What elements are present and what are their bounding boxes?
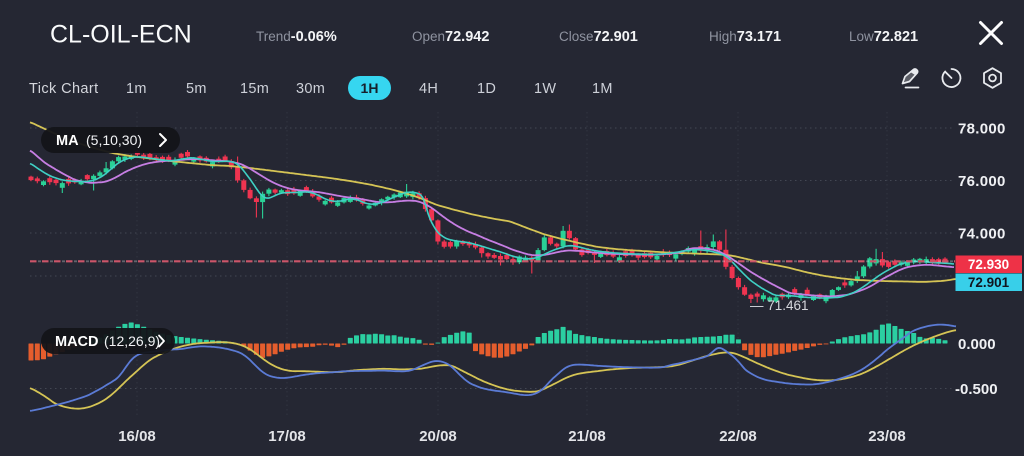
svg-text:22/08: 22/08 [719, 428, 757, 445]
svg-text:(5,10,30): (5,10,30) [86, 132, 142, 148]
svg-text:1W: 1W [534, 81, 556, 97]
svg-text:Open72.942: Open72.942 [412, 29, 489, 45]
svg-text:MA: MA [56, 133, 79, 149]
svg-text:0.000: 0.000 [958, 336, 996, 353]
svg-text:1D: 1D [477, 81, 496, 97]
svg-text:— 71.461: — 71.461 [750, 298, 809, 313]
svg-text:15m: 15m [240, 81, 269, 97]
svg-text:Close72.901: Close72.901 [559, 29, 638, 45]
svg-text:Trend-0.06%: Trend-0.06% [256, 29, 337, 45]
svg-text:76.000: 76.000 [958, 173, 1006, 190]
svg-text:72.930: 72.930 [968, 257, 1009, 272]
svg-text:30m: 30m [296, 81, 325, 97]
svg-text:5m: 5m [186, 81, 207, 97]
svg-text:78.000: 78.000 [958, 121, 1006, 138]
svg-text:21/08: 21/08 [568, 428, 606, 445]
svg-text:High73.171: High73.171 [709, 29, 781, 45]
svg-text:Tick Chart: Tick Chart [29, 81, 99, 97]
svg-text:4H: 4H [419, 81, 438, 97]
svg-text:72.901: 72.901 [968, 275, 1010, 290]
svg-text:CL-OIL-ECN: CL-OIL-ECN [50, 21, 192, 49]
svg-text:16/08: 16/08 [118, 428, 156, 445]
svg-text:MACD: MACD [55, 334, 99, 350]
svg-text:Low72.821: Low72.821 [849, 29, 918, 45]
svg-text:(12,26,9): (12,26,9) [104, 333, 160, 349]
svg-text:1m: 1m [126, 81, 147, 97]
svg-text:1H: 1H [361, 80, 379, 96]
svg-text:74.000: 74.000 [958, 226, 1006, 243]
svg-text:23/08: 23/08 [868, 428, 906, 445]
svg-text:17/08: 17/08 [268, 428, 306, 445]
svg-text:20/08: 20/08 [419, 428, 457, 445]
svg-text:-0.500: -0.500 [955, 381, 998, 398]
svg-text:1M: 1M [592, 81, 613, 97]
